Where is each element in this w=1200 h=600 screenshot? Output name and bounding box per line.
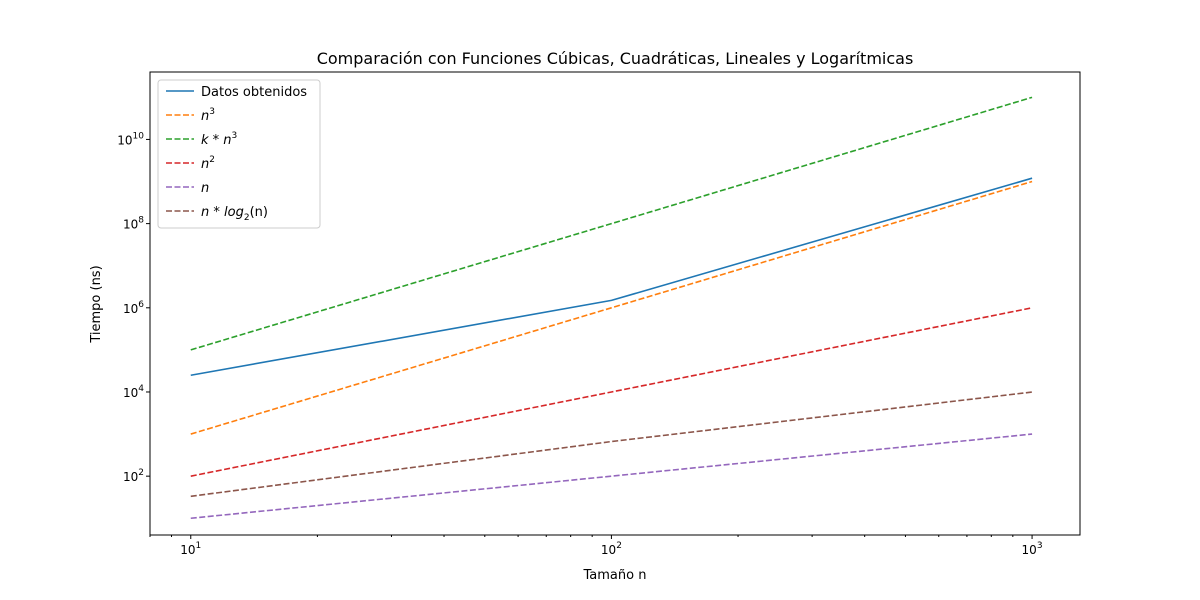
- y-tick-label: 104: [123, 384, 144, 400]
- chart-title: Comparación con Funciones Cúbicas, Cuadr…: [317, 49, 914, 68]
- x-axis: 101 102 103: [149, 535, 1043, 557]
- series-line-2: [190, 96, 1033, 351]
- legend-label: k * n3: [201, 131, 237, 148]
- x-tick-label: 102: [601, 541, 622, 557]
- x-tick-label: 103: [1022, 541, 1043, 557]
- y-tick-label: 102: [123, 468, 144, 484]
- x-tick-label: 101: [180, 541, 201, 557]
- x-axis-label: Tamaño n: [583, 568, 647, 583]
- legend-box: [157, 79, 321, 229]
- series-line-1: [190, 180, 1033, 435]
- series-line-5: [190, 391, 1033, 498]
- y-axis-label: Tiempo (ns): [89, 265, 104, 343]
- legend-label: n3: [201, 107, 215, 124]
- y-tick-label: 108: [123, 216, 144, 232]
- series-lines: [190, 96, 1033, 520]
- legend-label: n2: [201, 155, 215, 172]
- y-axis: 102 104 106 108 1010: [117, 131, 150, 484]
- series-line-4: [190, 433, 1033, 520]
- legend-label: Datos obtenidos: [201, 85, 307, 100]
- legend: Datos obtenidos n3 k * n3 n2 n n * log2(n): [157, 79, 321, 229]
- plot-area-frame: [149, 71, 1081, 536]
- y-tick-label: 1010: [117, 131, 144, 147]
- series-line-3: [190, 307, 1033, 477]
- series-line-0: [190, 177, 1033, 377]
- y-tick-label: 106: [123, 300, 144, 316]
- legend-label: n * log2(n): [201, 205, 268, 223]
- legend-label: n: [201, 181, 209, 196]
